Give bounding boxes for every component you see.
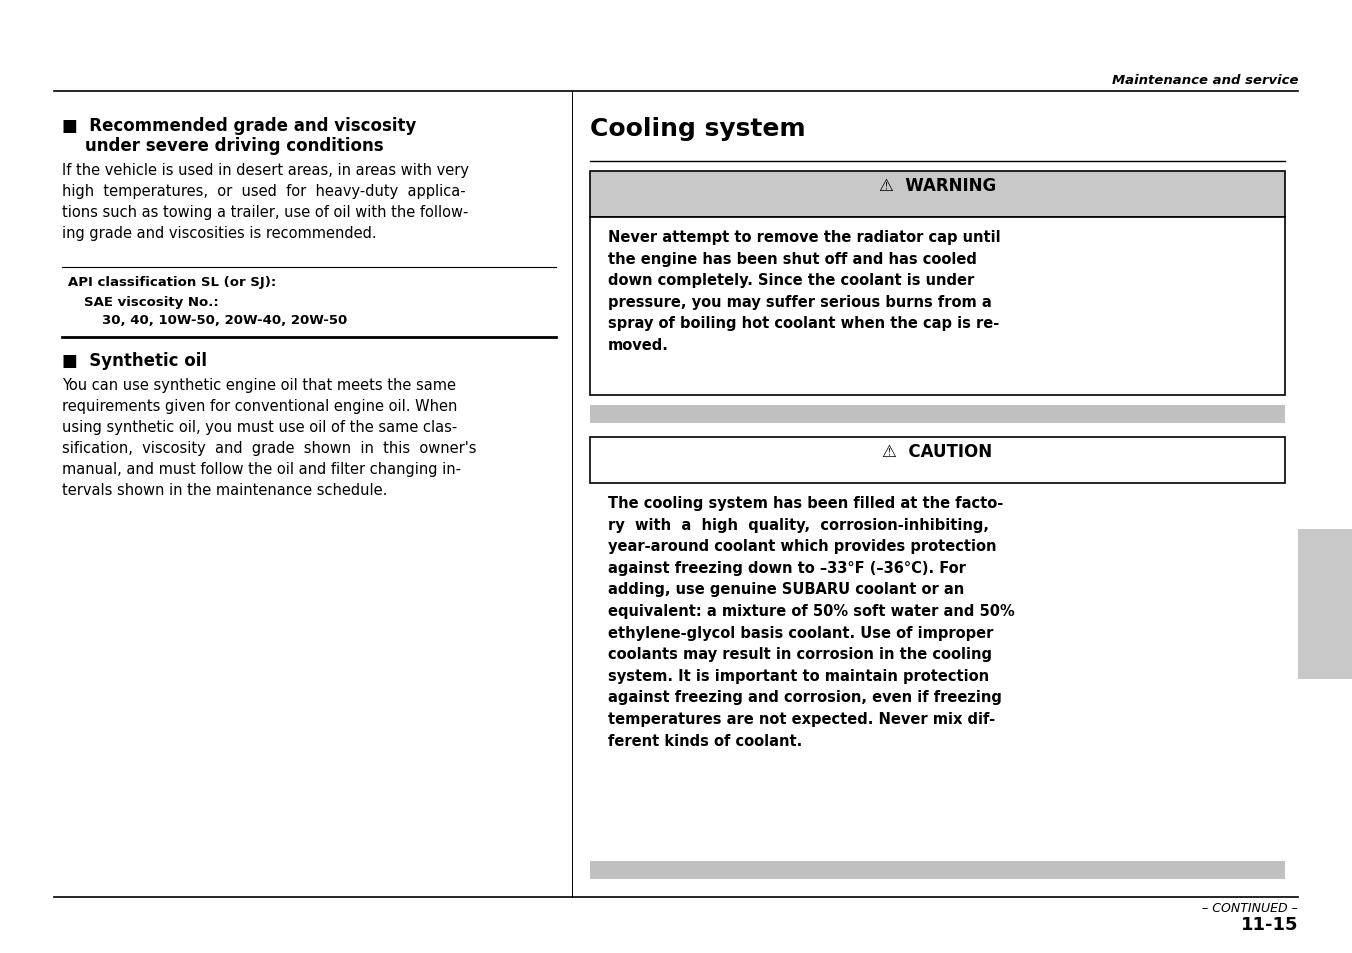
Text: 30, 40, 10W-50, 20W-40, 20W-50: 30, 40, 10W-50, 20W-40, 20W-50 (101, 314, 347, 327)
Bar (589, 406, 1284, 423)
Text: The cooling system has been filled at the facto-
ry  with  a  high  quality,  co: The cooling system has been filled at th… (608, 496, 1015, 748)
Text: Cooling system: Cooling system (589, 117, 806, 141)
Bar (1298, 530, 1352, 679)
Text: ■  Synthetic oil: ■ Synthetic oil (62, 352, 207, 370)
Text: ⚠  CAUTION: ⚠ CAUTION (883, 442, 992, 460)
Text: Never attempt to remove the radiator cap until
the engine has been shut off and : Never attempt to remove the radiator cap… (608, 230, 1000, 353)
Text: ■  Recommended grade and viscosity: ■ Recommended grade and viscosity (62, 117, 416, 135)
Text: under severe driving conditions: under severe driving conditions (85, 137, 384, 154)
Bar (589, 218, 1284, 395)
Bar (589, 172, 1284, 218)
Text: – CONTINUED –: – CONTINUED – (1202, 901, 1298, 914)
Text: 11-15: 11-15 (1241, 915, 1298, 933)
Text: API classification SL (or SJ):: API classification SL (or SJ): (68, 275, 276, 289)
Text: If the vehicle is used in desert areas, in areas with very
high  temperatures,  : If the vehicle is used in desert areas, … (62, 163, 469, 241)
Text: SAE viscosity No.:: SAE viscosity No.: (84, 295, 219, 309)
Text: ⚠  WARNING: ⚠ WARNING (879, 177, 996, 194)
Text: Maintenance and service: Maintenance and service (1111, 74, 1298, 87)
Text: You can use synthetic engine oil that meets the same
requirements given for conv: You can use synthetic engine oil that me… (62, 377, 476, 497)
Bar (589, 862, 1284, 879)
Bar (589, 437, 1284, 483)
